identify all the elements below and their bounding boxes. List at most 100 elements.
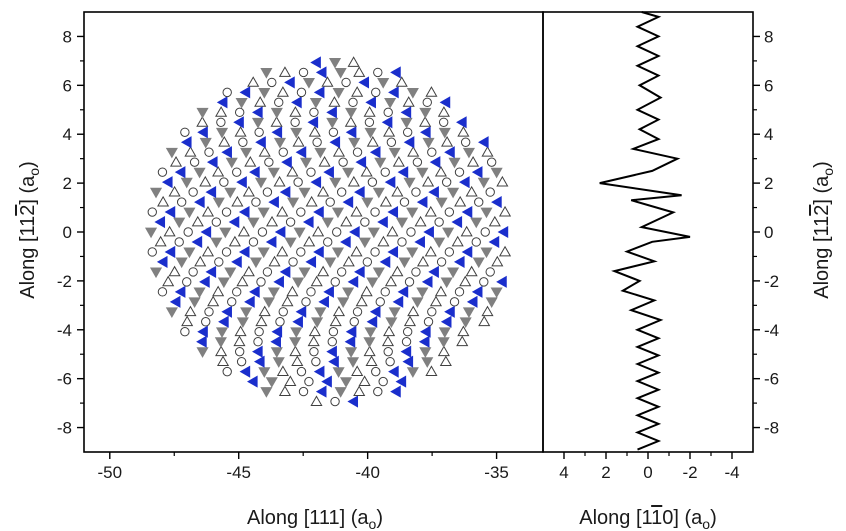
atom-circle bbox=[204, 307, 214, 317]
atom-triangle-down bbox=[358, 237, 371, 249]
atom-triangle-up bbox=[355, 295, 368, 307]
atom-triangle-up bbox=[218, 136, 231, 147]
atom-triangle-down bbox=[183, 247, 196, 259]
atom-triangle-up bbox=[312, 225, 325, 237]
atom-triangle-left bbox=[381, 116, 393, 129]
atom-circle bbox=[402, 127, 413, 137]
atom-triangle-left bbox=[197, 325, 208, 338]
atom-circle bbox=[275, 317, 285, 327]
atom-triangle-up bbox=[353, 66, 366, 77]
atom-circle bbox=[352, 147, 363, 157]
atom-triangle-down bbox=[366, 277, 379, 289]
atom-triangle-left bbox=[440, 315, 452, 328]
atom-circle bbox=[397, 237, 407, 247]
atom-triangle-down bbox=[435, 197, 448, 209]
atom-triangle-left bbox=[206, 156, 218, 169]
left-x-tick-label: -35 bbox=[484, 463, 509, 482]
atom-triangle-up bbox=[395, 76, 408, 87]
atom-circle bbox=[385, 356, 395, 367]
atom-circle bbox=[371, 366, 381, 377]
atom-triangle-up bbox=[454, 195, 467, 207]
atom-triangle-down bbox=[214, 337, 227, 348]
atom-circle bbox=[362, 257, 373, 267]
atom-triangle-left bbox=[313, 86, 325, 99]
atom-triangle-down bbox=[273, 137, 287, 149]
left-x-tick-label: -45 bbox=[226, 463, 251, 482]
atom-circle bbox=[285, 217, 296, 227]
atom-triangle-left bbox=[400, 345, 412, 358]
atom-triangle-down bbox=[448, 157, 461, 169]
atom-triangle-left bbox=[471, 285, 483, 298]
atom-triangle-left bbox=[233, 116, 244, 129]
atom-triangle-left bbox=[395, 375, 407, 388]
atom-circle bbox=[188, 267, 198, 277]
atom-triangle-down bbox=[193, 167, 206, 179]
atom-triangle-up bbox=[216, 355, 230, 367]
atom-triangle-down bbox=[372, 267, 385, 279]
atom-triangle-down bbox=[372, 187, 385, 199]
atom-triangle-down bbox=[210, 237, 223, 249]
atom-triangle-left bbox=[471, 166, 483, 179]
atom-circle bbox=[222, 366, 232, 377]
atom-triangle-up bbox=[451, 235, 464, 247]
right-y-tick-label: -4 bbox=[764, 321, 779, 340]
atom-circle bbox=[370, 247, 380, 257]
atom-triangle-up bbox=[292, 136, 305, 147]
atom-triangle-left bbox=[418, 335, 430, 348]
atom-triangle-left bbox=[180, 136, 192, 149]
atom-triangle-up bbox=[383, 325, 396, 337]
atom-circle bbox=[330, 277, 340, 287]
atom-circle bbox=[427, 307, 437, 317]
atom-triangle-down bbox=[329, 177, 342, 189]
atom-circle bbox=[352, 307, 363, 317]
atom-triangle-up bbox=[233, 335, 246, 347]
atom-triangle-up bbox=[360, 285, 373, 297]
atom-triangle-left bbox=[156, 255, 168, 268]
atom-triangle-up bbox=[231, 195, 244, 207]
atom-triangle-down bbox=[188, 297, 201, 309]
atom-triangle-up bbox=[437, 345, 450, 357]
atom-triangle-left bbox=[392, 295, 404, 308]
atom-triangle-left bbox=[384, 176, 396, 189]
atom-circle bbox=[189, 157, 200, 167]
atom-triangle-down bbox=[470, 217, 483, 229]
atom-circle bbox=[296, 207, 306, 217]
atom-circle bbox=[188, 187, 198, 197]
atom-triangle-left bbox=[305, 255, 317, 268]
atom-triangle-up bbox=[350, 245, 363, 257]
atom-triangle-up bbox=[169, 155, 183, 167]
atom-triangle-left bbox=[205, 265, 217, 278]
atom-triangle-left bbox=[444, 305, 455, 318]
right-y-tick-label: -2 bbox=[764, 272, 779, 291]
atom-circle bbox=[336, 187, 347, 197]
atom-triangle-left bbox=[307, 116, 319, 129]
atom-triangle-up bbox=[254, 96, 267, 107]
atom-circle bbox=[221, 247, 232, 257]
atom-triangle-left bbox=[377, 215, 388, 229]
atom-triangle-left bbox=[365, 96, 376, 109]
atom-triangle-up bbox=[392, 155, 405, 167]
atom-triangle-left bbox=[390, 385, 401, 398]
atom-circle bbox=[311, 356, 321, 367]
atom-triangle-left bbox=[328, 355, 339, 368]
atom-circle bbox=[399, 197, 410, 207]
atom-triangle-up bbox=[278, 385, 292, 396]
atom-triangle-left bbox=[444, 146, 455, 159]
atom-circle bbox=[296, 87, 307, 98]
atom-circle bbox=[211, 217, 222, 227]
atom-triangle-up bbox=[429, 295, 443, 307]
atom-triangle-left bbox=[239, 86, 251, 99]
atom-triangle-up bbox=[360, 165, 373, 177]
atom-triangle-up bbox=[184, 146, 197, 157]
atom-triangle-up bbox=[162, 275, 175, 287]
atom-triangle-down bbox=[265, 377, 278, 388]
atom-circle bbox=[306, 167, 316, 177]
atom-triangle-left bbox=[265, 235, 277, 249]
atom-triangle-left bbox=[239, 365, 251, 378]
atom-triangle-left bbox=[231, 255, 242, 268]
atom-triangle-left bbox=[388, 86, 399, 99]
atom-triangle-left bbox=[318, 295, 329, 308]
atom-triangle-down bbox=[199, 137, 212, 149]
atom-circle bbox=[251, 197, 261, 207]
